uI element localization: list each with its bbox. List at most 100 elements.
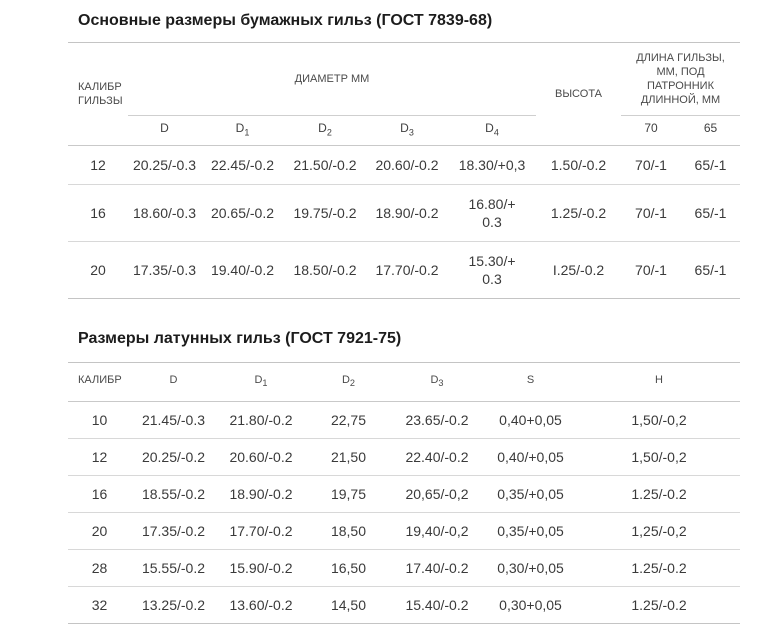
header-subscript: 1: [244, 127, 250, 138]
table-cell: 16: [68, 184, 128, 243]
table-cell: 17.70/-0.2: [366, 241, 448, 300]
table-row: 16 18.60/-0.3 20.65/-0.2 19.75/-0.2 18.9…: [68, 184, 740, 243]
table-cell: 1.25/-0.2: [578, 586, 740, 624]
table-cell: 1,50/-0,2: [578, 438, 740, 476]
table-cell: 20.60/-0.2: [366, 145, 448, 186]
table-cell: 16,50: [306, 549, 391, 587]
header-label: КАЛИБР: [78, 374, 122, 387]
table-cell: 18.50/-0.2: [284, 241, 366, 300]
table-cell: 13.25/-0.2: [131, 586, 216, 624]
table-cell: 18.90/-0.2: [216, 475, 306, 513]
col-header-d1: D1: [216, 362, 306, 402]
table-cell: 1,50/-0,2: [578, 401, 740, 439]
col-header-diameter-group: ДИАМЕТР ММ: [128, 42, 536, 116]
table-cell: 23.65/-0.2: [391, 401, 483, 439]
table-cell: 18.60/-0.3: [128, 184, 201, 243]
header-subscript: 2: [326, 127, 332, 138]
col-header-d: D: [128, 115, 201, 147]
table-cell: 17.35/-0.2: [131, 512, 216, 550]
table-cell: 0,40/+0,05: [483, 438, 578, 476]
header-subscript: 4: [493, 127, 499, 138]
paper-hulls-table: КАЛИБР ГИЛЬЗЫ ДИАМЕТР ММ ВЫСОТА ДЛИНА ГИ…: [68, 42, 740, 300]
table-cell: 18.30/+0,3: [448, 145, 536, 186]
table-cell: 20.65/-0.2: [201, 184, 284, 243]
header-subscript: 3: [408, 127, 414, 138]
header-label: D: [341, 374, 350, 387]
table-cell: 28: [68, 549, 131, 587]
table-cell: 1.50/-0.2: [536, 145, 621, 186]
header-label: D: [430, 374, 439, 387]
header-label: D: [254, 374, 263, 387]
table-cell: 22,75: [306, 401, 391, 439]
header-label: D: [169, 374, 178, 387]
col-header-length-group: ДЛИНА ГИЛЬЗЫ, ММ, ПОД ПАТРОННИК ДЛИННОЙ,…: [621, 42, 740, 116]
table-row: 20 17.35/-0.2 17.70/-0.2 18,50 19,40/-0,…: [68, 512, 740, 550]
header-label: D: [400, 121, 409, 135]
header-row: КАЛИБР D D1 D2 D3 S H: [68, 362, 740, 402]
table-cell: 19.40/-0.2: [201, 241, 284, 300]
table-cell: 18.55/-0.2: [131, 475, 216, 513]
table-cell: 0,30/+0,05: [483, 549, 578, 587]
table-cell: 12: [68, 438, 131, 476]
table-cell: 1.25/-0.2: [536, 184, 621, 243]
table-cell: 0,30+0,05: [483, 586, 578, 624]
table-row: 32 13.25/-0.2 13.60/-0.2 14,50 15.40/-0.…: [68, 586, 740, 624]
header-label: D: [318, 121, 327, 135]
table-cell: 15.40/-0.2: [391, 586, 483, 624]
col-header-s: S: [483, 362, 578, 402]
table-cell: 18.90/-0.2: [366, 184, 448, 243]
table-cell: 70/-1: [621, 184, 681, 243]
table-cell: 16: [68, 475, 131, 513]
table-cell: 19,40/-0,2: [391, 512, 483, 550]
table-cell: 17.40/-0.2: [391, 549, 483, 587]
table-cell: 14,50: [306, 586, 391, 624]
col-header-len65: 65: [681, 115, 740, 147]
table-cell: 22.40/-0.2: [391, 438, 483, 476]
header-subscript: 2: [349, 378, 356, 389]
header-group-row: КАЛИБР ГИЛЬЗЫ ДИАМЕТР ММ ВЫСОТА ДЛИНА ГИ…: [68, 42, 740, 147]
table-cell: 70/-1: [621, 145, 681, 186]
table-cell: 1.25/-0.2: [578, 475, 740, 513]
table-cell: 10: [68, 401, 131, 439]
col-header-d4: D4: [448, 115, 536, 147]
table-cell: 16.80/+ 0.3: [448, 184, 536, 243]
table-cell: 17.70/-0.2: [216, 512, 306, 550]
brass-hulls-title: Размеры латунных гильз (ГОСТ 7921-75): [78, 330, 402, 348]
table-cell: 22.45/-0.2: [201, 145, 284, 186]
col-header-d: D: [131, 362, 216, 402]
table-cell: 21.50/-0.2: [284, 145, 366, 186]
table-cell: 20.25/-0.3: [128, 145, 201, 186]
table-cell: 65/-1: [681, 145, 740, 186]
table-cell: 0,35/+0,05: [483, 475, 578, 513]
table-cell: 12: [68, 145, 128, 186]
table-cell: 20: [68, 512, 131, 550]
header-subscript: 1: [262, 378, 268, 389]
table-cell: 17.35/-0.3: [128, 241, 201, 300]
table-cell: 0,35/+0,05: [483, 512, 578, 550]
table-cell: 19.75/-0.2: [284, 184, 366, 243]
table-cell: 65/-1: [681, 241, 740, 300]
table-cell: 32: [68, 586, 131, 624]
table-cell: 15.55/-0.2: [131, 549, 216, 587]
col-header-caliber: КАЛИБР ГИЛЬЗЫ: [68, 42, 128, 147]
header-sub-row: D D1 D2 D3 D4 70 65: [68, 115, 740, 147]
table-row: 12 20.25/-0.3 22.45/-0.2 21.50/-0.2 20.6…: [68, 145, 740, 186]
header-label: S: [526, 374, 535, 387]
table-row: 20 17.35/-0.3 19.40/-0.2 18.50/-0.2 17.7…: [68, 241, 740, 300]
table-cell: 70/-1: [621, 241, 681, 300]
table-cell: 1.25/-0.2: [578, 549, 740, 587]
col-header-len70: 70: [621, 115, 681, 147]
col-header-d3: D3: [391, 362, 483, 402]
header-label: D: [160, 121, 169, 135]
table-cell: 20.25/-0.2: [131, 438, 216, 476]
table-cell: 15.90/-0.2: [216, 549, 306, 587]
table-row: 10 21.45/-0.3 21.80/-0.2 22,75 23.65/-0.…: [68, 401, 740, 439]
table-row: 28 15.55/-0.2 15.90/-0.2 16,50 17.40/-0.…: [68, 549, 740, 587]
col-header-d2: D2: [306, 362, 391, 402]
table-cell: 1,25/-0,2: [578, 512, 740, 550]
table-cell: 21,50: [306, 438, 391, 476]
header-label: 65: [703, 121, 718, 135]
table-cell: 20.60/-0.2: [216, 438, 306, 476]
col-header-height: ВЫСОТА: [536, 42, 621, 147]
